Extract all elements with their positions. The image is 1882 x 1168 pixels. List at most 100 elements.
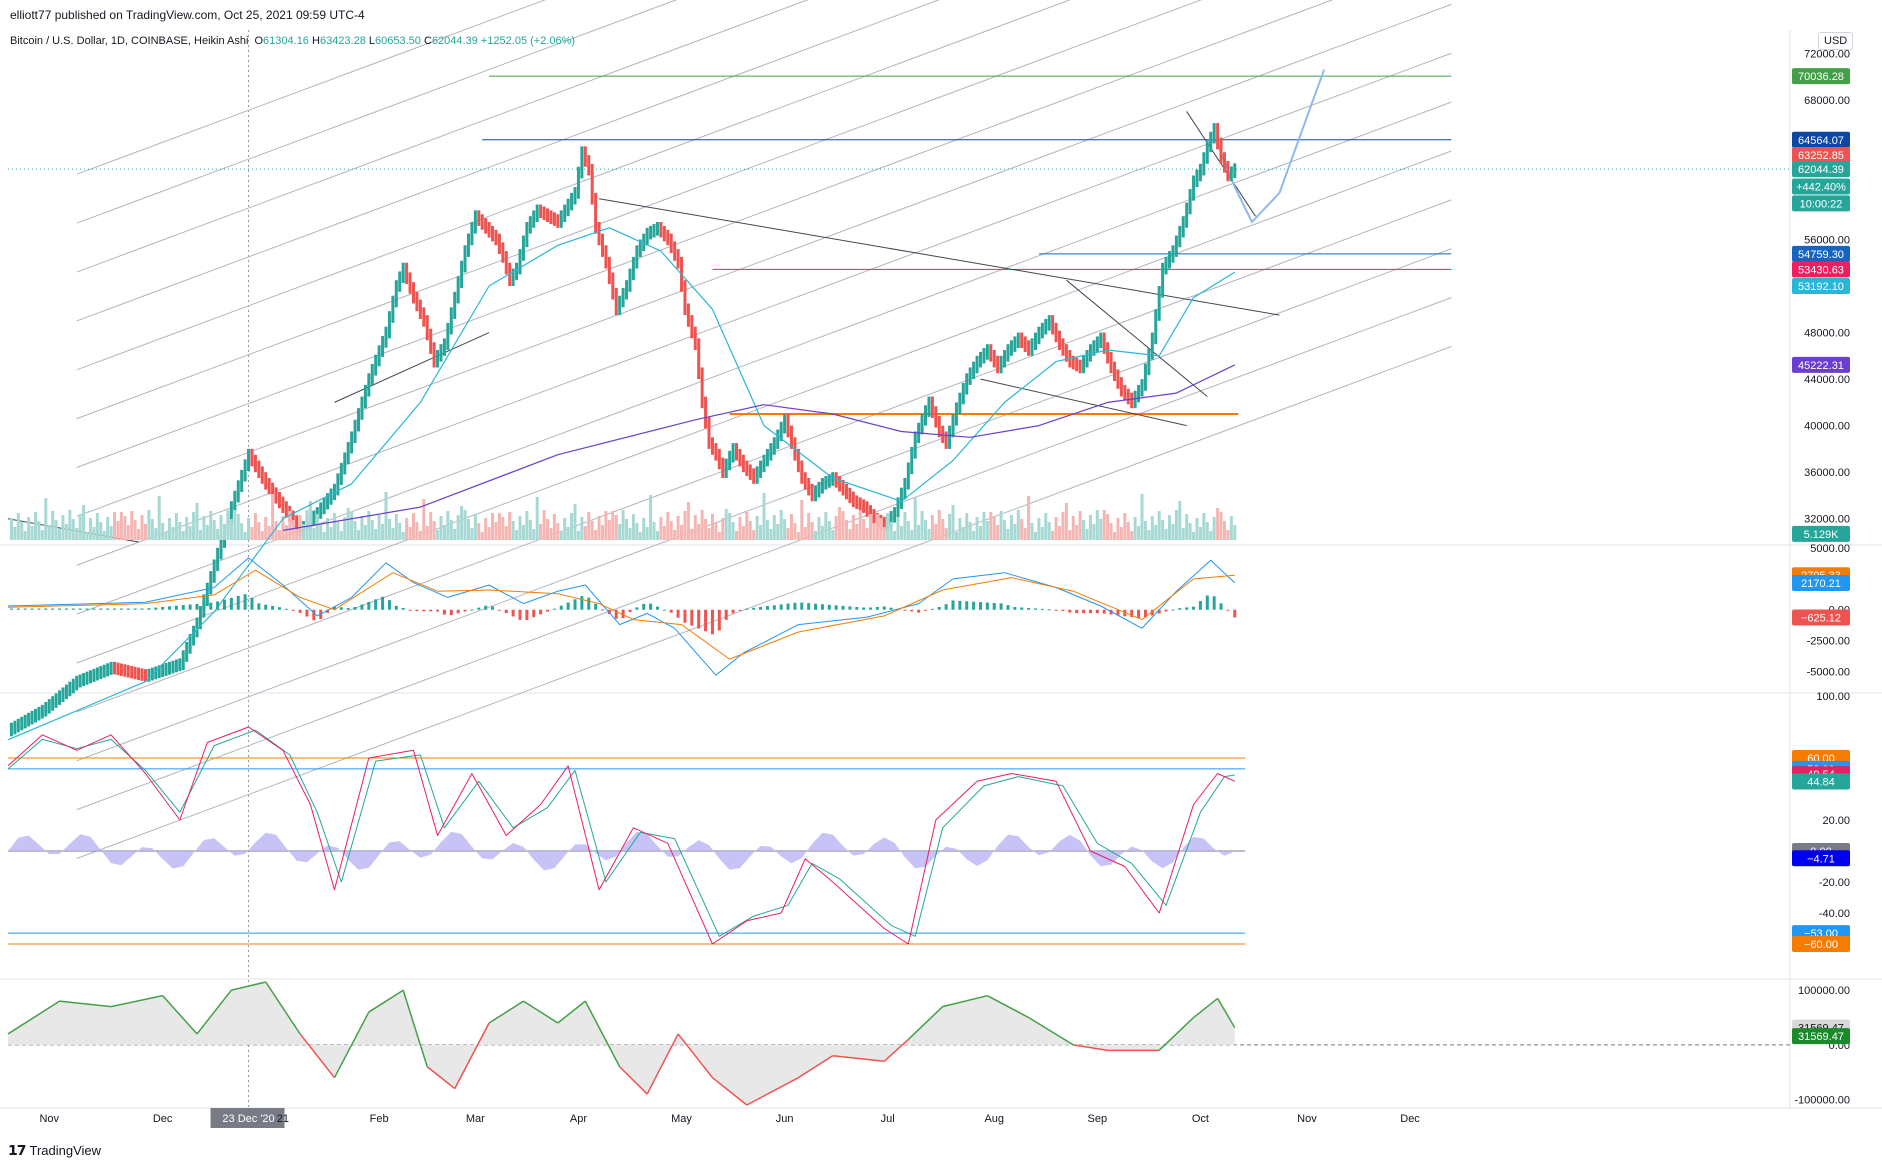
volume-bar <box>841 511 845 540</box>
volume-bar <box>260 531 264 540</box>
axis-tick-label: 48000.00 <box>1804 328 1850 340</box>
macd-histogram-bar <box>738 609 742 611</box>
candle <box>209 571 213 595</box>
volume-bar <box>1047 522 1051 540</box>
macd-histogram-bar <box>710 609 714 635</box>
candle <box>16 718 20 733</box>
volume-bar <box>1178 501 1182 540</box>
price-tag-label: 2170.21 <box>1801 578 1841 590</box>
candle <box>484 218 488 234</box>
tradingview-logo-icon: 𝟭𝟳 <box>8 1142 27 1158</box>
volume-bar <box>662 526 666 540</box>
candle <box>374 354 378 376</box>
macd-histogram-bar <box>985 602 989 610</box>
candle <box>40 704 44 719</box>
currency-button[interactable]: USD <box>1818 32 1854 50</box>
macd-histogram-bar <box>992 602 996 610</box>
candle <box>559 210 563 228</box>
candle <box>271 482 275 499</box>
macd-histogram-bar <box>546 609 550 612</box>
price-tag-label: 45222.31 <box>1798 360 1844 372</box>
candle <box>466 233 470 257</box>
macd-histogram-bar <box>497 609 501 611</box>
macd-histogram-bar <box>429 609 433 612</box>
volume-bar <box>339 531 343 540</box>
candle <box>147 668 151 682</box>
volume-bar <box>924 520 928 540</box>
volume-bar <box>54 520 58 540</box>
volume-bar <box>466 519 470 540</box>
macd-histogram-bar <box>1178 608 1182 610</box>
macd-histogram-bar <box>491 606 495 610</box>
volume-bar <box>714 523 718 540</box>
volume-bar <box>267 526 271 540</box>
macd-histogram-bar <box>875 606 879 610</box>
candle <box>631 256 635 281</box>
volume-bar <box>862 519 866 540</box>
macd-histogram-bar <box>848 606 852 610</box>
volume-bar <box>387 519 391 540</box>
volume-bar <box>284 525 288 540</box>
volume-bar <box>463 510 467 540</box>
candle <box>1064 344 1068 362</box>
volume-bar <box>831 530 835 540</box>
x-axis-label: Dec <box>153 1113 173 1125</box>
macd-histogram-bar <box>1143 609 1147 618</box>
candle <box>487 222 491 238</box>
candle <box>765 448 769 467</box>
candle <box>597 222 601 246</box>
volume-bar <box>1006 529 1010 540</box>
price-tag <box>1792 68 1850 85</box>
price-tag-label: 70036.28 <box>1798 71 1844 83</box>
candle <box>800 460 804 484</box>
volume-bar <box>642 518 646 540</box>
volume-bar <box>820 526 824 540</box>
symbol-legend[interactable]: Bitcoin / U.S. Dollar, 1D, COINBASE, Hei… <box>10 35 575 47</box>
macd-histogram-bar <box>999 603 1003 610</box>
candle <box>357 408 361 432</box>
macd-histogram-bar <box>628 609 632 613</box>
candle <box>576 166 580 199</box>
volume-bar <box>869 514 873 540</box>
candle <box>1113 361 1117 382</box>
candle <box>535 204 539 222</box>
macd-histogram-bar <box>600 609 604 611</box>
price-tag <box>1792 131 1850 148</box>
volume-bar <box>917 525 921 540</box>
candle <box>494 229 498 246</box>
macd-histogram-bar <box>216 601 220 610</box>
volume-bar <box>669 521 673 540</box>
candle <box>477 210 481 226</box>
volume-bar <box>1064 503 1068 540</box>
channel-line <box>76 0 1334 468</box>
volume-bar <box>875 514 879 540</box>
candle <box>391 295 395 323</box>
macd-histogram-bar <box>759 606 763 610</box>
candle <box>1137 384 1141 403</box>
x-axis-label: Oct <box>1192 1113 1209 1125</box>
volume-bar <box>116 521 120 540</box>
volume-bar <box>872 523 876 540</box>
volume-bar <box>576 531 580 540</box>
candle <box>384 326 388 348</box>
open-value: 61304.16 <box>263 35 309 47</box>
macd-histogram-bar <box>30 608 34 610</box>
price-tag-label: 54759.30 <box>1798 249 1844 261</box>
volume-bar <box>61 515 65 540</box>
macd-histogram-bar <box>1171 609 1175 611</box>
volume-bar <box>676 516 680 540</box>
volume-bar <box>1054 517 1058 540</box>
flow-line-segment <box>646 1033 679 1095</box>
macd-histogram-bar <box>834 605 838 610</box>
candle <box>260 466 264 484</box>
candle <box>463 245 467 273</box>
candle <box>1102 332 1106 354</box>
volume-bar <box>1037 518 1041 540</box>
macd-histogram-bar <box>257 603 261 610</box>
candle <box>638 239 642 257</box>
macd-histogram-bar <box>394 605 398 610</box>
volume-bar <box>322 532 326 540</box>
volume-bar <box>432 521 436 540</box>
volume-bar <box>123 516 127 540</box>
